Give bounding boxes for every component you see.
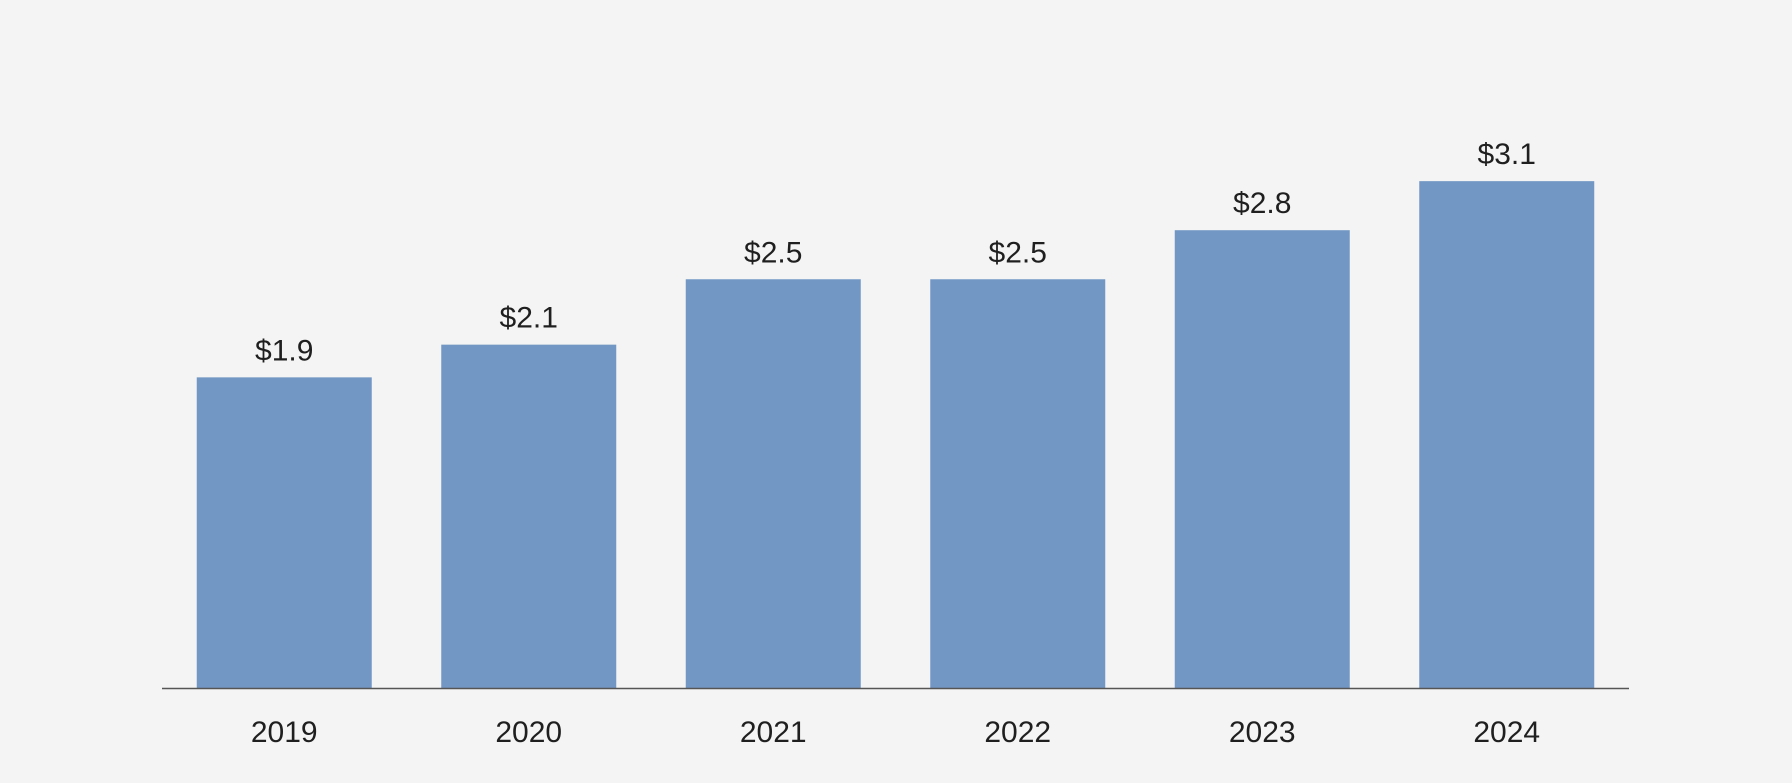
- data-labels-group: $1.9 $2.1 $2.5 $2.5 $2.8 $3.1: [255, 138, 1536, 367]
- data-label-2020: $2.1: [500, 302, 558, 335]
- x-tick-label-2019: 2019: [251, 716, 318, 749]
- data-label-2019: $1.9: [255, 334, 313, 367]
- x-tick-label-2021: 2021: [740, 716, 807, 749]
- data-label-2024: $3.1: [1478, 138, 1536, 171]
- x-tick-labels-group: 2019 2020 2021 2022 2023 2024: [251, 716, 1540, 749]
- x-tick-label-2023: 2023: [1229, 716, 1296, 749]
- bar-2023: [1174, 230, 1350, 688]
- bar-2021: [685, 279, 861, 688]
- data-label-2023: $2.8: [1233, 187, 1291, 220]
- bar-2019: [196, 377, 372, 688]
- x-tick-label-2022: 2022: [984, 716, 1051, 749]
- bars-group: [196, 181, 1595, 688]
- x-tick-label-2020: 2020: [495, 716, 562, 749]
- bar-2020: [441, 344, 617, 688]
- data-label-2022: $2.5: [989, 236, 1047, 269]
- bar-2022: [930, 279, 1106, 688]
- data-label-2021: $2.5: [744, 236, 802, 269]
- bar-2024: [1419, 181, 1595, 688]
- x-tick-label-2024: 2024: [1473, 716, 1540, 749]
